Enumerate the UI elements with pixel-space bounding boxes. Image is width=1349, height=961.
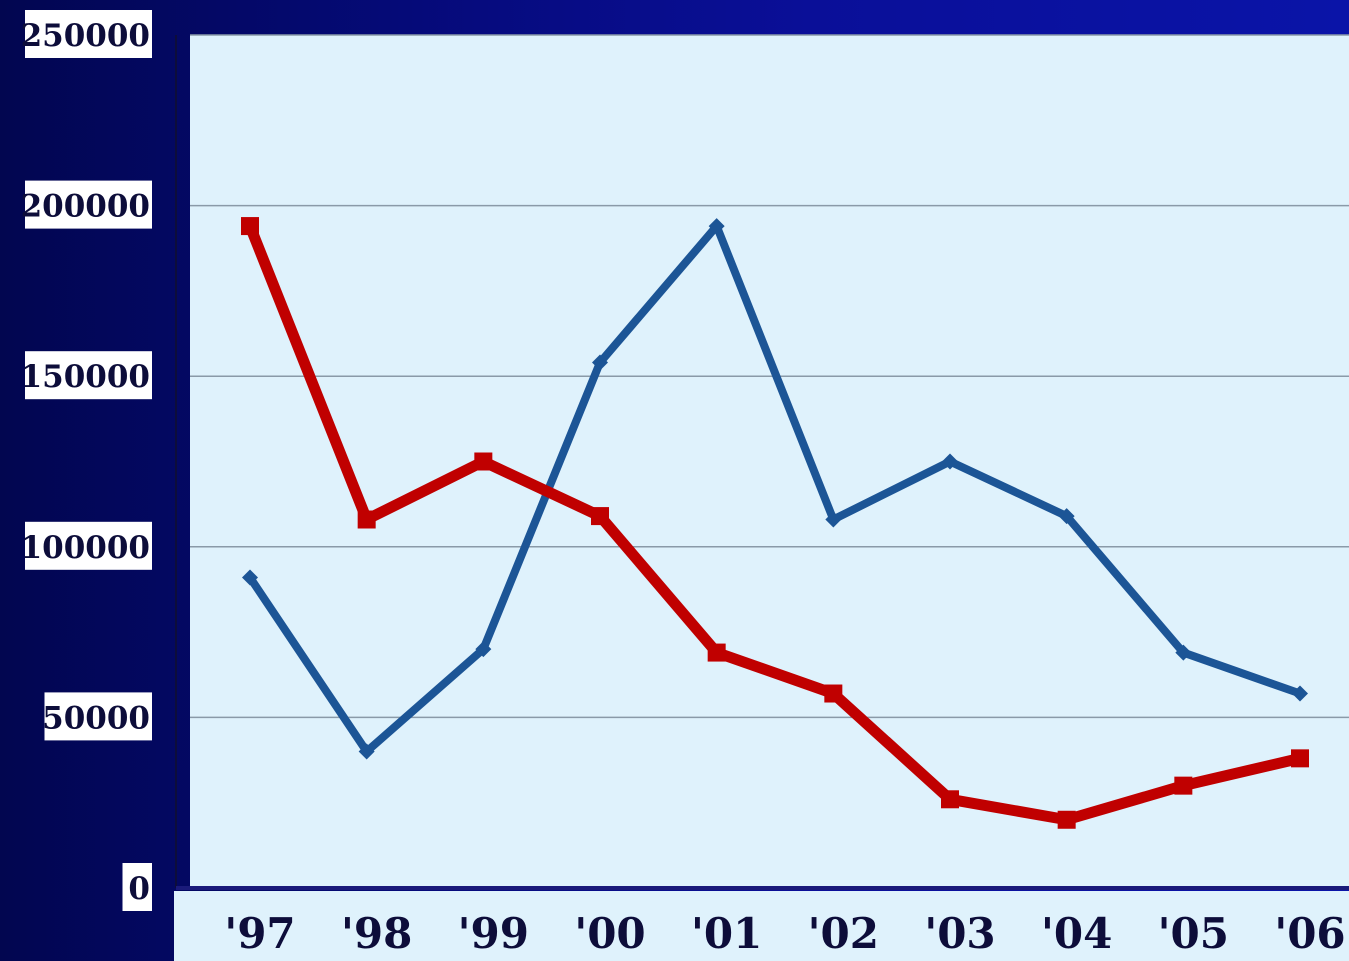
y-tick-text: 100000: [21, 530, 150, 566]
x-tick-label: '02: [808, 909, 879, 958]
y-tick-box: [25, 180, 152, 229]
x-tick-label: '05: [1158, 909, 1229, 958]
series-line: [246, 222, 1304, 756]
y-tick-text: 200000: [21, 189, 150, 225]
x-tick-label: '99: [458, 909, 529, 958]
x-tick-label: '04: [1041, 909, 1112, 958]
data-point: [475, 641, 492, 658]
y-tick-text: 150000: [21, 359, 150, 395]
data-point: [242, 569, 258, 586]
x-tick-label: '98: [341, 909, 412, 958]
data-point: [241, 217, 259, 236]
series-lines: [241, 217, 1309, 829]
data-point: [592, 354, 608, 371]
gridlines: [190, 34, 1349, 719]
data-point: [1175, 644, 1192, 661]
x-tick-label: '97: [224, 909, 295, 958]
y-tick-label: 200000: [21, 180, 152, 229]
plot-area: [190, 35, 1349, 888]
x-tick-labels: '97 '98 '99 '00 '01 '02 '03 '04 '05 '06: [224, 909, 1345, 958]
y-tick-labels: 250000 200000 150000 100000 50000 0: [21, 10, 152, 911]
y-tick-box: [25, 10, 152, 58]
data-point: [708, 218, 725, 235]
x-tick-label: '03: [924, 909, 995, 958]
data-point: [824, 684, 843, 703]
series-1: [242, 218, 1308, 760]
data-point: [358, 743, 375, 760]
y-tick-label: 50000: [42, 692, 152, 741]
data-point: [1057, 810, 1076, 829]
y-tick-label: 250000: [21, 10, 152, 58]
y-tick-box: [44, 692, 152, 741]
x-tick-label: '06: [1274, 909, 1345, 958]
data-point: [942, 453, 958, 470]
y-tick-box: [122, 863, 152, 911]
data-point: [941, 790, 959, 809]
data-point: [1292, 685, 1308, 702]
data-point: [825, 511, 842, 528]
y-tick-box: [25, 521, 152, 570]
x-tick-label: '01: [691, 909, 762, 958]
data-point: [1174, 776, 1193, 795]
y-tick-text: 50000: [42, 700, 150, 736]
data-point: [707, 643, 726, 662]
y-tick-label: 150000: [21, 351, 152, 400]
y-tick-text: 250000: [21, 18, 150, 54]
y-tick-label: 0: [122, 863, 152, 911]
series-2: [241, 217, 1309, 829]
x-axis-band: [174, 891, 1349, 961]
data-point: [474, 452, 493, 471]
x-tick-label: '00: [574, 909, 645, 958]
data-point: [1291, 749, 1309, 768]
series-line: [244, 220, 1306, 826]
data-point: [591, 507, 609, 526]
data-point: [357, 510, 376, 529]
y-tick-box: [25, 351, 152, 400]
y-tick-label: 100000: [21, 521, 152, 570]
data-point: [1058, 508, 1075, 525]
y-tick-text: 0: [128, 871, 150, 907]
